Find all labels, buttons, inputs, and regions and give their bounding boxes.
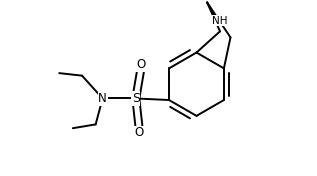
Text: S: S <box>132 92 140 105</box>
Text: O: O <box>136 58 145 71</box>
Text: NH: NH <box>212 16 228 26</box>
Text: O: O <box>134 126 144 139</box>
Text: N: N <box>98 92 107 105</box>
